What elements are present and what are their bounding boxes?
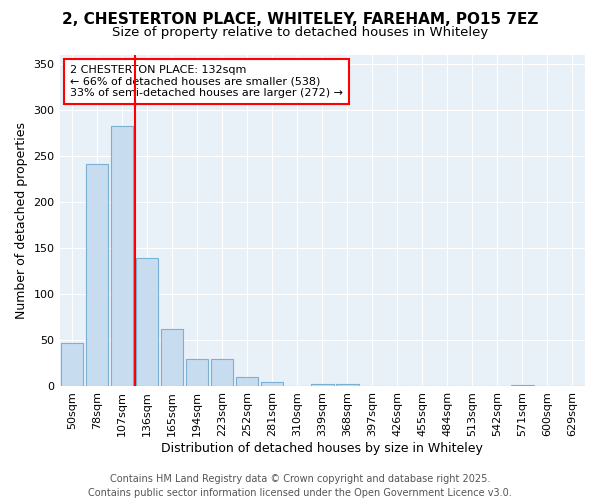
Bar <box>311 384 334 386</box>
Bar <box>61 343 83 386</box>
Bar <box>211 359 233 386</box>
X-axis label: Distribution of detached houses by size in Whiteley: Distribution of detached houses by size … <box>161 442 483 455</box>
Text: Contains HM Land Registry data © Crown copyright and database right 2025.
Contai: Contains HM Land Registry data © Crown c… <box>88 474 512 498</box>
Bar <box>261 382 283 386</box>
Bar <box>336 384 359 386</box>
Bar <box>186 359 208 386</box>
Bar <box>236 378 259 386</box>
Bar <box>136 258 158 386</box>
Bar <box>161 330 184 386</box>
Bar <box>111 126 133 386</box>
Text: 2 CHESTERTON PLACE: 132sqm
← 66% of detached houses are smaller (538)
33% of sem: 2 CHESTERTON PLACE: 132sqm ← 66% of deta… <box>70 65 343 98</box>
Text: 2, CHESTERTON PLACE, WHITELEY, FAREHAM, PO15 7EZ: 2, CHESTERTON PLACE, WHITELEY, FAREHAM, … <box>62 12 538 28</box>
Y-axis label: Number of detached properties: Number of detached properties <box>15 122 28 319</box>
Bar <box>511 384 534 386</box>
Text: Size of property relative to detached houses in Whiteley: Size of property relative to detached ho… <box>112 26 488 39</box>
Bar <box>86 164 109 386</box>
